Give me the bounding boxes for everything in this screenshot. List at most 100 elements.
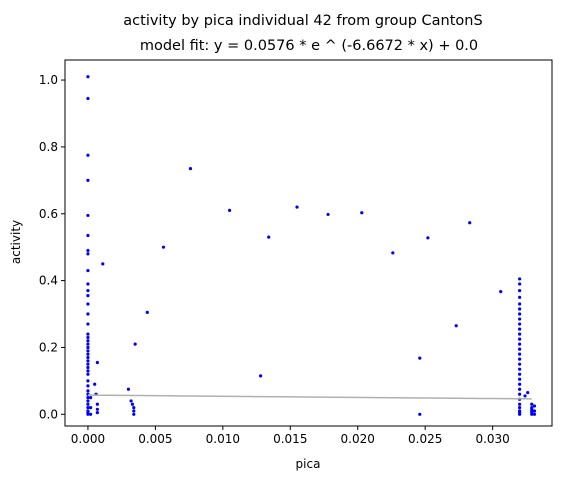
plot-content bbox=[86, 75, 537, 416]
data-point-4 bbox=[86, 213, 90, 218]
data-point-109 bbox=[532, 404, 537, 408]
data-point-3 bbox=[86, 178, 90, 182]
data-point-35 bbox=[86, 406, 90, 410]
data-point-102 bbox=[526, 390, 530, 395]
x-tick-label-3: 0.015 bbox=[273, 432, 307, 446]
data-point-91 bbox=[518, 377, 522, 381]
x-tick-label-4: 0.020 bbox=[341, 432, 375, 446]
data-point-38 bbox=[86, 412, 90, 416]
data-point-7 bbox=[86, 252, 90, 256]
data-point-52 bbox=[132, 406, 136, 410]
data-point-18 bbox=[86, 342, 90, 346]
data-point-92 bbox=[518, 382, 522, 386]
data-point-77 bbox=[518, 307, 522, 311]
x-tick-label-6: 0.030 bbox=[475, 432, 509, 446]
data-point-9 bbox=[86, 282, 90, 286]
plot-frame bbox=[64, 59, 553, 427]
data-point-45 bbox=[95, 402, 99, 406]
data-point-49 bbox=[126, 387, 131, 391]
data-point-28 bbox=[86, 379, 90, 383]
fit-line bbox=[87, 394, 532, 400]
data-point-24 bbox=[86, 362, 90, 366]
data-point-61 bbox=[267, 235, 271, 239]
data-point-1 bbox=[86, 96, 90, 101]
data-point-89 bbox=[518, 367, 522, 371]
data-point-23 bbox=[86, 359, 90, 363]
data-point-84 bbox=[518, 342, 522, 346]
data-point-90 bbox=[518, 372, 522, 376]
data-point-39 bbox=[89, 395, 93, 400]
data-point-25 bbox=[86, 365, 90, 370]
data-point-30 bbox=[86, 389, 90, 393]
data-point-53 bbox=[132, 409, 136, 413]
data-point-40 bbox=[89, 406, 93, 410]
data-point-14 bbox=[86, 322, 90, 326]
data-point-55 bbox=[133, 342, 137, 346]
y-tick-label-1: 0.2 bbox=[39, 340, 58, 354]
data-point-85 bbox=[518, 347, 522, 351]
data-point-50 bbox=[129, 399, 133, 403]
data-point-97 bbox=[518, 406, 522, 410]
data-point-83 bbox=[518, 337, 522, 341]
x-axis-label: pica bbox=[296, 457, 321, 471]
data-point-80 bbox=[518, 322, 522, 326]
data-point-69 bbox=[454, 324, 458, 328]
data-point-46 bbox=[95, 407, 99, 411]
data-point-111 bbox=[532, 412, 537, 416]
data-point-0 bbox=[86, 75, 90, 79]
data-point-54 bbox=[132, 412, 136, 416]
data-point-29 bbox=[86, 384, 90, 388]
data-point-101 bbox=[523, 394, 527, 398]
data-point-76 bbox=[518, 302, 522, 306]
data-point-62 bbox=[295, 205, 299, 209]
data-point-93 bbox=[518, 387, 522, 391]
x-tick-label-5: 0.025 bbox=[408, 432, 442, 446]
data-point-74 bbox=[518, 289, 522, 293]
data-point-10 bbox=[86, 289, 90, 293]
data-point-72 bbox=[518, 277, 522, 281]
y-axis-label: activity bbox=[9, 220, 23, 264]
y-tick-label-3: 0.6 bbox=[39, 207, 58, 221]
data-point-22 bbox=[86, 355, 90, 360]
data-point-15 bbox=[86, 332, 90, 336]
data-point-78 bbox=[518, 312, 522, 316]
x-axis: 0.000 0.005 0.010 0.015 0.020 0.025 0.030 bbox=[71, 426, 510, 446]
y-axis: 0.0 0.2 0.4 0.6 0.8 1.0 bbox=[39, 73, 65, 421]
y-tick-label-5: 1.0 bbox=[39, 73, 58, 87]
data-point-48 bbox=[101, 262, 105, 266]
data-point-65 bbox=[391, 251, 395, 255]
data-point-110 bbox=[532, 409, 537, 413]
data-point-11 bbox=[86, 294, 90, 298]
data-point-87 bbox=[518, 357, 522, 361]
data-point-51 bbox=[130, 402, 135, 406]
data-point-88 bbox=[518, 362, 522, 366]
data-point-70 bbox=[468, 221, 472, 225]
data-point-27 bbox=[86, 372, 90, 376]
data-point-20 bbox=[86, 349, 90, 353]
data-point-42 bbox=[93, 382, 97, 386]
data-point-26 bbox=[86, 369, 90, 373]
x-tick-label-1: 0.005 bbox=[138, 432, 172, 446]
data-point-68 bbox=[426, 236, 430, 240]
data-point-71 bbox=[499, 290, 503, 294]
data-point-12 bbox=[86, 302, 90, 306]
data-point-108 bbox=[530, 412, 534, 416]
data-point-2 bbox=[86, 153, 90, 157]
data-point-17 bbox=[86, 339, 90, 343]
chart-subtitle: model fit: y = 0.0576 * e ^ (-6.6672 * x… bbox=[140, 38, 478, 54]
data-point-82 bbox=[518, 332, 522, 336]
data-point-58 bbox=[188, 167, 193, 171]
data-point-6 bbox=[86, 248, 90, 253]
data-point-44 bbox=[95, 360, 99, 365]
x-tick-label-0: 0.000 bbox=[71, 432, 105, 446]
data-point-8 bbox=[86, 268, 90, 273]
data-point-47 bbox=[95, 411, 99, 415]
data-point-100 bbox=[518, 412, 522, 416]
data-point-73 bbox=[518, 282, 522, 286]
data-point-66 bbox=[418, 356, 422, 360]
data-point-103 bbox=[530, 402, 534, 406]
data-point-59 bbox=[227, 208, 232, 213]
fit-layer bbox=[87, 394, 532, 400]
chart-title: activity by pica individual 42 from grou… bbox=[123, 13, 482, 29]
